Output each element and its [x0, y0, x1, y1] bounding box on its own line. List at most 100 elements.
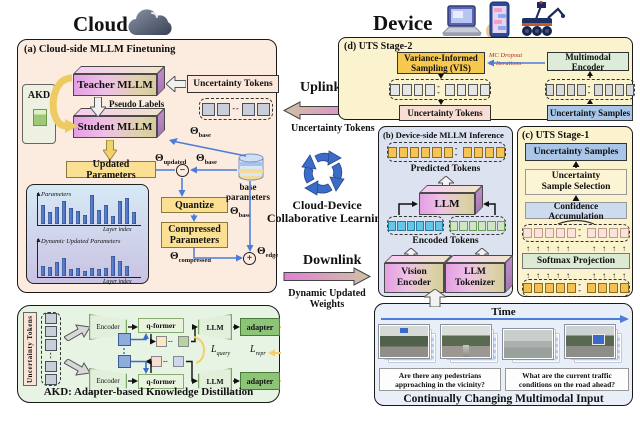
akd-feature-token-green [178, 336, 189, 347]
llm-tokenizer-up-arrow [475, 248, 489, 261]
base-parameters-database-icon [238, 153, 264, 181]
quantize-box: Quantize [161, 197, 228, 213]
panel-uts-stage2: (d) UTS Stage-2 Variance-Informed Samplin… [338, 37, 635, 121]
chart1-x-axis [37, 225, 141, 227]
base-parameters-label: base parameters [226, 182, 270, 202]
chart1-title: Parameters [41, 191, 72, 198]
compressed-parameters-box: Compressed Parameters [161, 222, 228, 248]
downlink-payload-line2: Weights [309, 299, 345, 310]
frame-stack-4 [565, 325, 623, 365]
robot-rover-icon [522, 1, 565, 36]
uncertainty-tokens-box-a: Uncertainty Tokens [187, 75, 279, 93]
parameters-chart-panel: ▲ Parameters Layer index ▲ Dynamic Updat… [26, 184, 149, 285]
add-node: + [243, 252, 256, 265]
theta-base-down: Θbase [230, 205, 251, 220]
device-title: Device [373, 11, 433, 35]
frame-stack-2 [441, 325, 499, 365]
smartphone-icon [486, 1, 510, 39]
akd-llm-top: LLM [198, 314, 232, 340]
road-scene-image-4 [565, 325, 615, 358]
akd-qformer-top: q-former [138, 318, 184, 333]
chart2-xlabel: Layer index [103, 279, 132, 285]
mc-dropout-label: MC Dropout M Iterations [489, 52, 523, 67]
akd-token-column: -- [41, 312, 61, 386]
multimodal-encoder-box: Multimodal Encoder [547, 52, 629, 72]
input-to-inference-arrow [424, 289, 446, 307]
token-row-d-right: -- [545, 79, 635, 100]
softmax-to-prob-arrows: ↑ ↑ ↑ ↑ ↑ ↑ ↑ ↑ ↑ [526, 244, 626, 253]
akd-adapter-bottom: adapter [240, 372, 280, 390]
token-row-c-prob: -- [522, 224, 630, 242]
uncertainty-samples-box-c: Uncertainty Samples [525, 143, 627, 161]
akd-mini-label: AKD [27, 90, 51, 101]
chart2-bars [41, 249, 129, 276]
collaborative-learning-cycle-icon [301, 150, 345, 196]
token-row-a: -- [199, 98, 273, 120]
confidence-accumulation-box: Confidence Accumulation [525, 201, 627, 221]
theta-base-mid: Θbase [196, 152, 217, 167]
akd-mini-icon [33, 109, 47, 126]
question-box-1: Are there any pedestrians approaching in … [379, 368, 501, 391]
akd-adapter-top: adapter [240, 318, 280, 336]
cloud-title: Cloud [73, 12, 128, 36]
encoded-token-row-text [449, 216, 506, 235]
uncertainty-tokens-box-d: Uncertainty Tokens [399, 105, 491, 121]
chart1-bars [41, 193, 136, 224]
chart1-xlabel: Layer index [103, 227, 132, 233]
vis-box: Variance-Informed Sampling (VIS) [397, 52, 485, 74]
updated-parameters-box: Updated Parameters [66, 159, 156, 181]
panel-d-label: (d) UTS Stage-2 [344, 41, 413, 52]
akd-feature-token-pink [151, 356, 162, 367]
akd-caption: AKD: Adapter-based Knowledge Distillatio… [43, 386, 254, 398]
panel-b-label: (b) Device-side MLLM Inference [383, 130, 504, 140]
uncertainty-samples-box-d: Uncertainty Samples [547, 105, 633, 121]
uncertainty-tokens-arrow [166, 76, 186, 92]
downlink-label: Downlink [303, 253, 362, 268]
time-label: Time [491, 306, 516, 318]
uplink-payload-label: Uncertainty Tokens [291, 123, 375, 134]
laptop-icon [441, 5, 483, 36]
frame-stack-1 [379, 325, 437, 365]
cloud-icon [128, 9, 172, 36]
pseudo-labels-label: Pseudo Labels [109, 99, 165, 109]
multimodal-input-caption: Continually Changing Multimodal Input [403, 393, 604, 405]
theta-base-diag: Θbase [190, 125, 211, 140]
akd-loop-arrow [49, 74, 78, 133]
downlink-arrow [283, 267, 371, 286]
panel-multimodal-input: Time [374, 303, 633, 406]
frame-stack-3 [503, 325, 561, 365]
chart1-y-axis [37, 193, 39, 226]
akd-query-token-top [118, 333, 131, 346]
panel-device-inference: (b) Device-side MLLM Inference -- Predic… [378, 126, 513, 297]
uncertainty-sample-selection-box: Uncertainty Sample Selection [525, 169, 627, 195]
chart2-y-axis [37, 239, 39, 277]
llm-box: LLM [419, 185, 483, 215]
time-arrow [381, 315, 629, 323]
chart2-title: Dynamic Updated Parameters [41, 238, 121, 245]
akd-uncertainty-tokens-vertical: Uncertainty Tokens [23, 312, 37, 386]
panel-cloud-side-finetuning: (a) Cloud-side MLLM Finetuning AKD Teach… [17, 39, 279, 293]
collaborative-learning-line2: Collaborative Learning [266, 211, 388, 225]
uplink-label: Uplink [300, 80, 342, 95]
theta-edge: Θedge [257, 245, 279, 260]
road-scene-image-2 [441, 325, 491, 358]
panel-akd: Uncertainty Tokens -- Encoder Encoder q-… [17, 305, 281, 403]
softmax-projection-box: Softmax Projection [522, 253, 630, 269]
loss-query-label: Lquery [211, 344, 231, 357]
encoded-tokens-label: Encoded Tokens [412, 236, 479, 246]
token-row-c-input: -- [522, 279, 630, 297]
vision-encoder-box: Vision Encoder [384, 255, 452, 293]
panel-a-label: (a) Cloud-side MLLM Finetuning [24, 44, 176, 55]
llm-output-arrow [438, 176, 454, 191]
token-row-d-left: -- [389, 79, 491, 100]
akd-input-arrow-bottom [64, 359, 90, 376]
loss-repr-label: Lrepr [250, 344, 266, 357]
encoded-token-row-vision [387, 216, 444, 235]
student-output-arrow [103, 140, 117, 160]
pseudo-labels-arrow [90, 97, 106, 117]
student-mllm-box: Student MLLM [73, 108, 165, 138]
question-box-2: What are the current traffic conditions o… [505, 368, 629, 391]
predicted-token-row: -- [387, 142, 506, 162]
akd-query-token-bottom [118, 355, 131, 368]
